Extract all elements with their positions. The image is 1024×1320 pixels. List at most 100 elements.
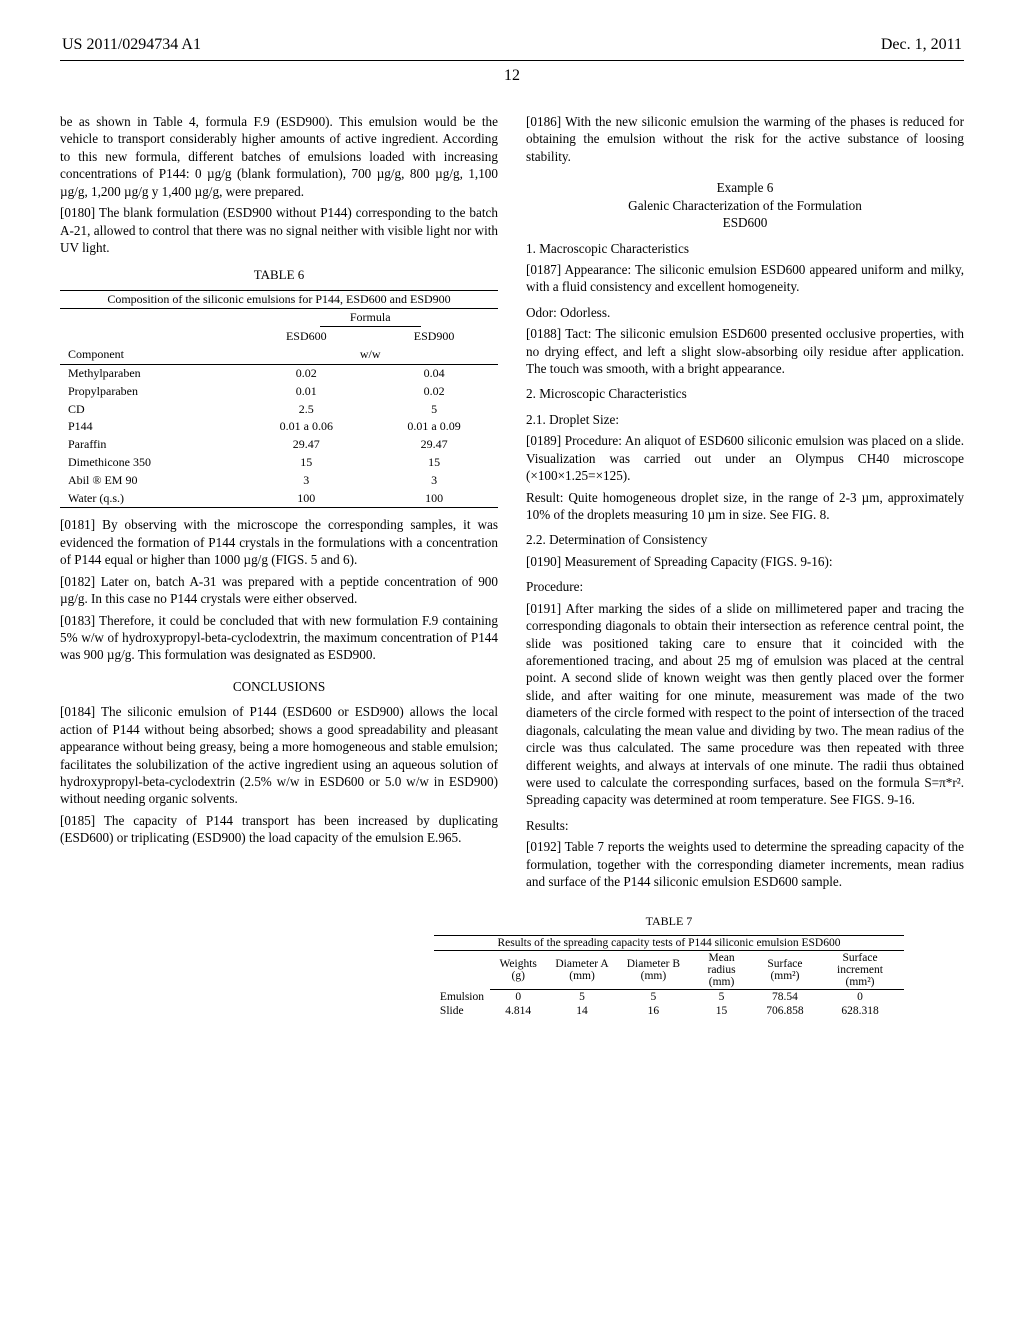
t7-dA: 14 bbox=[546, 1004, 617, 1018]
para-0180: [0180] The blank formulation (ESD900 wit… bbox=[60, 204, 498, 256]
t6-c: Propylparaben bbox=[60, 383, 242, 401]
heading-microscopic: 2. Microscopic Characteristics bbox=[526, 385, 964, 402]
para-num: [0180] bbox=[60, 205, 95, 220]
para-text: The capacity of P144 transport has been … bbox=[60, 813, 498, 845]
t6-b: 3 bbox=[370, 472, 498, 490]
t6-c: Abil ® EM 90 bbox=[60, 472, 242, 490]
t6-c: Methylparaben bbox=[60, 364, 242, 382]
para-text: Later on, batch A-31 was prepared with a… bbox=[60, 574, 498, 606]
t7-dB: 16 bbox=[618, 1004, 690, 1018]
heading-consistency: 2.2. Determination of Consistency bbox=[526, 531, 964, 548]
t6-a: 0.02 bbox=[242, 364, 370, 382]
table-7-table: Results of the spreading capacity tests … bbox=[434, 935, 904, 1018]
para-text: Measurement of Spreading Capacity (FIGS.… bbox=[561, 554, 832, 569]
t7-si: 0 bbox=[816, 990, 904, 1005]
t6-a: 0.01 bbox=[242, 383, 370, 401]
para-text: Procedure: An aliquot of ESD600 siliconi… bbox=[526, 433, 964, 483]
t6-a: 15 bbox=[242, 454, 370, 472]
odor-line: Odor: Odorless. bbox=[526, 304, 964, 321]
para-intro: be as shown in Table 4, formula F.9 (ESD… bbox=[60, 113, 498, 200]
example-6-title-2: ESD600 bbox=[526, 214, 964, 231]
table-6: TABLE 6 Composition of the siliconic emu… bbox=[60, 266, 498, 508]
table-6-label: TABLE 6 bbox=[60, 266, 498, 283]
t6-a: 0.01 a 0.06 bbox=[242, 418, 370, 436]
t7-si: 628.318 bbox=[816, 1004, 904, 1018]
t6-a: 100 bbox=[242, 490, 370, 508]
t7-dA: 5 bbox=[546, 990, 617, 1005]
table-7: TABLE 7 Results of the spreading capacit… bbox=[434, 914, 904, 1018]
t6-c: CD bbox=[60, 401, 242, 419]
para-text: The siliconic emulsion of P144 (ESD600 o… bbox=[60, 704, 498, 806]
table-7-label: TABLE 7 bbox=[434, 914, 904, 929]
t7-dB: 5 bbox=[618, 990, 690, 1005]
para-0182: [0182] Later on, batch A-31 was prepared… bbox=[60, 573, 498, 608]
t7-col-dB: Diameter B (mm) bbox=[618, 951, 690, 990]
para-0187: [0187] Appearance: The siliconic emulsio… bbox=[526, 261, 964, 296]
para-text: With the new siliconic emulsion the warm… bbox=[526, 114, 964, 164]
t7-col-dA: Diameter A (mm) bbox=[546, 951, 617, 990]
para-num: [0188] bbox=[526, 326, 561, 341]
para-num: [0190] bbox=[526, 554, 561, 569]
t7-col-mr: Mean radius (mm) bbox=[689, 951, 754, 990]
para-text: Appearance: The siliconic emulsion ESD60… bbox=[526, 262, 964, 294]
para-0183: [0183] Therefore, it could be concluded … bbox=[60, 612, 498, 664]
t6-b: 0.02 bbox=[370, 383, 498, 401]
para-0186: [0186] With the new siliconic emulsion t… bbox=[526, 113, 964, 165]
t7-row-label: Emulsion bbox=[434, 990, 490, 1005]
table-6-table: Composition of the siliconic emulsions f… bbox=[60, 290, 498, 509]
publication-date: Dec. 1, 2011 bbox=[881, 36, 962, 54]
heading-droplet-size: 2.1. Droplet Size: bbox=[526, 411, 964, 428]
table-6-col-component: Component bbox=[60, 346, 242, 364]
page: US 2011/0294734 A1 Dec. 1, 2011 12 be as… bbox=[0, 0, 1024, 1058]
results-label: Results: bbox=[526, 817, 964, 834]
para-0191: [0191] After marking the sides of a slid… bbox=[526, 600, 964, 809]
para-text: The blank formulation (ESD900 without P1… bbox=[60, 205, 498, 255]
t6-b: 15 bbox=[370, 454, 498, 472]
para-num: [0189] bbox=[526, 433, 561, 448]
t6-a: 2.5 bbox=[242, 401, 370, 419]
header-rule bbox=[60, 60, 964, 61]
t6-c: Paraffin bbox=[60, 436, 242, 454]
table-7-caption: Results of the spreading capacity tests … bbox=[434, 936, 904, 951]
t6-b: 5 bbox=[370, 401, 498, 419]
t7-col-weights: Weights (g) bbox=[490, 951, 546, 990]
t7-mr: 5 bbox=[689, 990, 754, 1005]
t7-w: 0 bbox=[490, 990, 546, 1005]
header: US 2011/0294734 A1 Dec. 1, 2011 bbox=[60, 36, 964, 58]
t7-w: 4.814 bbox=[490, 1004, 546, 1018]
t7-s: 78.54 bbox=[754, 990, 816, 1005]
t6-b: 100 bbox=[370, 490, 498, 508]
para-text: Table 7 reports the weights used to dete… bbox=[526, 839, 964, 889]
page-number: 12 bbox=[60, 67, 964, 85]
para-0181: [0181] By observing with the microscope … bbox=[60, 516, 498, 568]
t6-b: 29.47 bbox=[370, 436, 498, 454]
example-6-title-1: Galenic Characterization of the Formulat… bbox=[526, 197, 964, 214]
table-6-col-esd900: ESD900 bbox=[370, 328, 498, 346]
para-num: [0185] bbox=[60, 813, 95, 828]
para-num: [0191] bbox=[526, 601, 561, 616]
t7-s: 706.858 bbox=[754, 1004, 816, 1018]
t6-a: 3 bbox=[242, 472, 370, 490]
para-0185: [0185] The capacity of P144 transport ha… bbox=[60, 812, 498, 847]
publication-number: US 2011/0294734 A1 bbox=[62, 36, 201, 54]
para-num: [0186] bbox=[526, 114, 561, 129]
para-0192: [0192] Table 7 reports the weights used … bbox=[526, 838, 964, 890]
para-0190: [0190] Measurement of Spreading Capacity… bbox=[526, 553, 964, 570]
para-num: [0187] bbox=[526, 262, 561, 277]
example-6-heading: Example 6 Galenic Characterization of th… bbox=[526, 179, 964, 231]
t6-c: P144 bbox=[60, 418, 242, 436]
t7-col-s: Surface (mm²) bbox=[754, 951, 816, 990]
para-num: [0183] bbox=[60, 613, 95, 628]
para-0188: [0188] Tact: The siliconic emulsion ESD6… bbox=[526, 325, 964, 377]
t6-a: 29.47 bbox=[242, 436, 370, 454]
para-num: [0182] bbox=[60, 574, 95, 589]
t6-c: Dimethicone 350 bbox=[60, 454, 242, 472]
body-columns: be as shown in Table 4, formula F.9 (ESD… bbox=[60, 113, 964, 894]
heading-macroscopic: 1. Macroscopic Characteristics bbox=[526, 240, 964, 257]
table-6-col-esd600: ESD600 bbox=[242, 328, 370, 346]
para-num: [0181] bbox=[60, 517, 95, 532]
table-6-formula-header: Formula bbox=[320, 310, 421, 327]
t6-b: 0.04 bbox=[370, 364, 498, 382]
example-6-label: Example 6 bbox=[526, 179, 964, 196]
para-num: [0192] bbox=[526, 839, 561, 854]
